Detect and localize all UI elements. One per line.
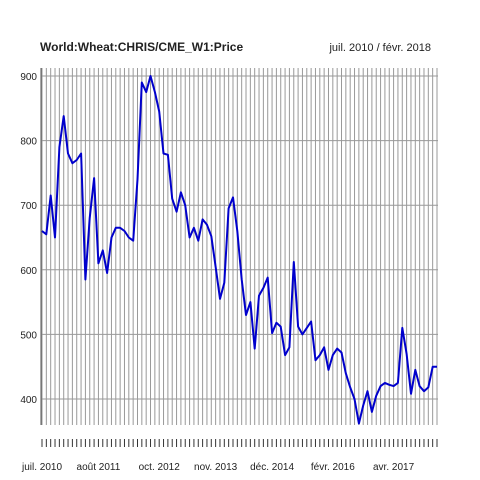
y-tick-label: 800 [20, 137, 37, 148]
chart-title: World:Wheat:CHRIS/CME_W1:Price [40, 40, 243, 54]
x-tick-label: oct. 2012 [139, 462, 181, 473]
x-tick-label: août 2011 [77, 462, 121, 473]
x-axis-ticks: juil. 2010 août 2011 oct. 2012 nov. 2013 déc… [21, 439, 438, 473]
y-axis-ticks: 400 500 600 700 800 900 [20, 72, 37, 406]
grid [40, 68, 438, 425]
y-tick-label: 500 [20, 330, 37, 341]
x-tick-label: déc. 2014 [250, 462, 294, 473]
chart-subtitle: juil. 2010 / févr. 2018 [328, 42, 431, 54]
series-layer [41, 75, 437, 425]
x-tick-label: juil. 2010 [21, 462, 62, 473]
y-tick-label: 600 [20, 266, 37, 277]
y-tick-label: 400 [20, 395, 37, 406]
x-tick-label: févr. 2016 [311, 462, 355, 473]
price-series-line [41, 75, 437, 425]
y-tick-label: 900 [20, 72, 37, 83]
x-tick-label: avr. 2017 [373, 462, 415, 473]
x-tick-label: nov. 2013 [194, 462, 238, 473]
y-tick-label: 700 [20, 201, 37, 212]
